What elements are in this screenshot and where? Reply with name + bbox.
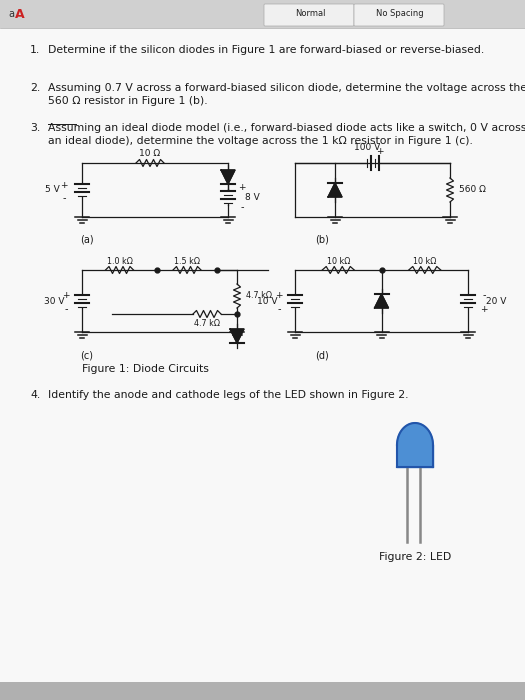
Text: -: - <box>482 290 486 300</box>
Text: Assuming 0.7 V across a forward-biased silicon diode, determine the voltage acro: Assuming 0.7 V across a forward-biased s… <box>48 83 525 93</box>
Text: 560 Ω resistor in Figure 1 (b).: 560 Ω resistor in Figure 1 (b). <box>48 96 207 106</box>
Text: 2.: 2. <box>30 83 40 93</box>
Text: (a): (a) <box>80 235 93 245</box>
Polygon shape <box>230 329 244 343</box>
Text: an ideal diode), determine the voltage across the 1 kΩ resistor in Figure 1 (c).: an ideal diode), determine the voltage a… <box>48 136 473 146</box>
Text: 3.: 3. <box>30 123 40 133</box>
Polygon shape <box>374 294 388 308</box>
Text: (c): (c) <box>80 350 93 360</box>
Text: 4.7 kΩ: 4.7 kΩ <box>194 319 220 328</box>
Text: 8 V: 8 V <box>245 193 259 202</box>
Text: +: + <box>275 290 283 300</box>
Text: +: + <box>376 148 383 157</box>
Polygon shape <box>397 423 433 445</box>
Polygon shape <box>397 445 433 467</box>
Polygon shape <box>328 183 342 197</box>
Text: 30 V: 30 V <box>44 297 64 305</box>
Text: -: - <box>240 202 244 212</box>
Text: 1.: 1. <box>30 45 40 55</box>
Text: -: - <box>64 304 68 314</box>
Text: (b): (b) <box>315 235 329 245</box>
Text: 10 kΩ: 10 kΩ <box>413 256 436 265</box>
Text: Determine if the silicon diodes in Figure 1 are forward-biased or reverse-biased: Determine if the silicon diodes in Figur… <box>48 45 484 55</box>
Text: A: A <box>15 8 25 20</box>
Text: a: a <box>8 9 14 19</box>
Text: 560 Ω: 560 Ω <box>458 186 486 195</box>
Text: 10 kΩ: 10 kΩ <box>327 256 350 265</box>
FancyBboxPatch shape <box>264 4 354 26</box>
Bar <box>0 0 525 28</box>
Text: Assuming an ideal diode model (i.e., forward-biased diode acts like a switch, 0 : Assuming an ideal diode model (i.e., for… <box>48 123 525 133</box>
Text: (d): (d) <box>315 350 329 360</box>
Text: -: - <box>62 193 66 203</box>
Text: Figure 1: Diode Circuits: Figure 1: Diode Circuits <box>82 364 209 374</box>
Text: +: + <box>62 290 70 300</box>
Text: -: - <box>277 304 281 314</box>
Text: +: + <box>238 183 246 192</box>
Text: +: + <box>480 304 488 314</box>
Text: 4.7 kΩ: 4.7 kΩ <box>246 291 272 300</box>
Text: Figure 2: LED: Figure 2: LED <box>379 552 451 562</box>
Text: +: + <box>60 181 68 190</box>
Text: 1.5 kΩ: 1.5 kΩ <box>174 256 200 265</box>
Text: 100 V: 100 V <box>354 143 381 151</box>
Text: 10 Ω: 10 Ω <box>140 150 161 158</box>
Text: Normal: Normal <box>295 10 326 18</box>
Text: No Spacing: No Spacing <box>376 10 424 18</box>
Text: 5 V: 5 V <box>45 186 59 195</box>
Bar <box>0 682 525 700</box>
Text: 10 V: 10 V <box>257 297 277 305</box>
Text: 20 V: 20 V <box>486 297 506 305</box>
Text: Identify the anode and cathode legs of the LED shown in Figure 2.: Identify the anode and cathode legs of t… <box>48 390 408 400</box>
Text: 4.: 4. <box>30 390 40 400</box>
Text: 1.0 kΩ: 1.0 kΩ <box>107 256 132 265</box>
FancyBboxPatch shape <box>354 4 444 26</box>
Polygon shape <box>221 170 235 184</box>
